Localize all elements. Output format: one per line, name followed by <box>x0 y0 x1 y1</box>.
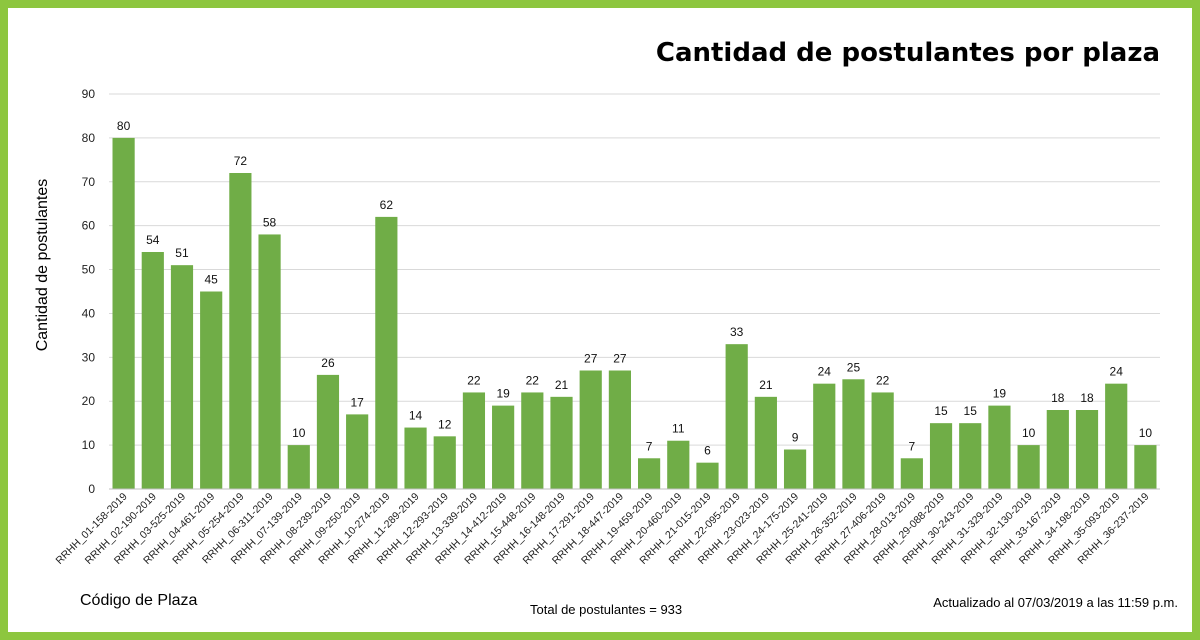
data-label: 24 <box>1110 365 1124 379</box>
bar <box>900 458 923 489</box>
bar <box>871 392 894 489</box>
y-tick-label: 10 <box>82 438 96 452</box>
data-label: 15 <box>934 404 948 418</box>
y-tick-label: 90 <box>82 87 96 101</box>
bar <box>667 440 690 489</box>
data-label: 21 <box>555 378 569 392</box>
bar <box>1134 445 1157 489</box>
y-tick-label: 80 <box>82 131 96 145</box>
data-label: 58 <box>263 215 277 229</box>
data-label: 10 <box>1139 426 1153 440</box>
bar <box>842 379 865 489</box>
data-label: 18 <box>1080 391 1094 405</box>
bar <box>696 462 719 489</box>
bar <box>492 405 515 489</box>
bar <box>141 252 164 489</box>
y-tick-label: 30 <box>82 350 96 364</box>
y-tick-label: 50 <box>82 263 96 277</box>
bar <box>1075 410 1099 489</box>
bar <box>813 383 836 489</box>
bar <box>521 392 544 489</box>
y-tick-label: 20 <box>82 394 96 408</box>
data-label: 45 <box>205 273 219 287</box>
updated-timestamp: Actualizado al 07/03/2019 a las 11:59 p.… <box>933 595 1178 610</box>
bar <box>754 396 777 489</box>
data-label: 12 <box>438 417 452 431</box>
data-label: 11 <box>672 422 685 436</box>
bar <box>287 445 310 489</box>
bar <box>346 414 369 489</box>
total-postulantes: Total de postulantes = 933 <box>530 602 683 617</box>
data-label: 80 <box>117 119 131 133</box>
data-label: 72 <box>234 154 248 168</box>
bar <box>725 344 748 489</box>
bar <box>579 370 602 489</box>
data-label: 51 <box>175 246 189 260</box>
y-tick-label: 70 <box>82 175 96 189</box>
bar <box>200 291 223 489</box>
bar <box>433 436 456 489</box>
data-label: 10 <box>292 426 306 440</box>
bar <box>258 234 281 489</box>
data-label: 26 <box>321 356 335 370</box>
y-tick-label: 0 <box>88 482 95 496</box>
data-label: 7 <box>909 439 916 453</box>
data-label: 54 <box>146 233 160 247</box>
data-label: 22 <box>526 373 540 387</box>
data-label: 9 <box>792 431 799 445</box>
bar <box>959 423 982 489</box>
bar <box>1017 445 1040 489</box>
bar <box>550 396 573 489</box>
bar <box>929 423 953 489</box>
data-label: 10 <box>1022 426 1036 440</box>
data-label: 14 <box>409 409 423 423</box>
data-label: 6 <box>704 444 711 458</box>
bar <box>229 173 252 489</box>
data-label: 62 <box>380 198 394 212</box>
data-label: 19 <box>496 387 510 401</box>
bar <box>316 374 340 489</box>
data-label: 25 <box>847 360 861 374</box>
data-label: 27 <box>613 352 627 366</box>
data-label: 27 <box>584 352 598 366</box>
data-label: 33 <box>730 325 744 339</box>
bar <box>112 137 135 489</box>
data-label: 24 <box>818 365 832 379</box>
bar <box>1105 383 1128 489</box>
data-label: 21 <box>759 378 773 392</box>
bar <box>1046 410 1069 489</box>
chart-title: Cantidad de postulantes por plaza <box>655 38 1160 68</box>
data-label: 22 <box>876 373 890 387</box>
y-tick-label: 60 <box>82 219 96 233</box>
bar <box>375 216 398 489</box>
bar <box>783 449 807 489</box>
bar <box>608 370 631 489</box>
data-label: 15 <box>964 404 978 418</box>
bar <box>462 392 486 489</box>
bar <box>988 405 1011 489</box>
x-axis-label: Código de Plaza <box>80 592 198 609</box>
data-label: 22 <box>467 373 481 387</box>
data-label: 7 <box>646 439 653 453</box>
data-label: 18 <box>1051 391 1065 405</box>
data-label: 19 <box>993 387 1007 401</box>
y-tick-label: 40 <box>82 306 96 320</box>
bar <box>170 265 194 489</box>
data-label: 17 <box>350 395 364 409</box>
bar <box>638 458 661 489</box>
bar <box>404 427 427 489</box>
